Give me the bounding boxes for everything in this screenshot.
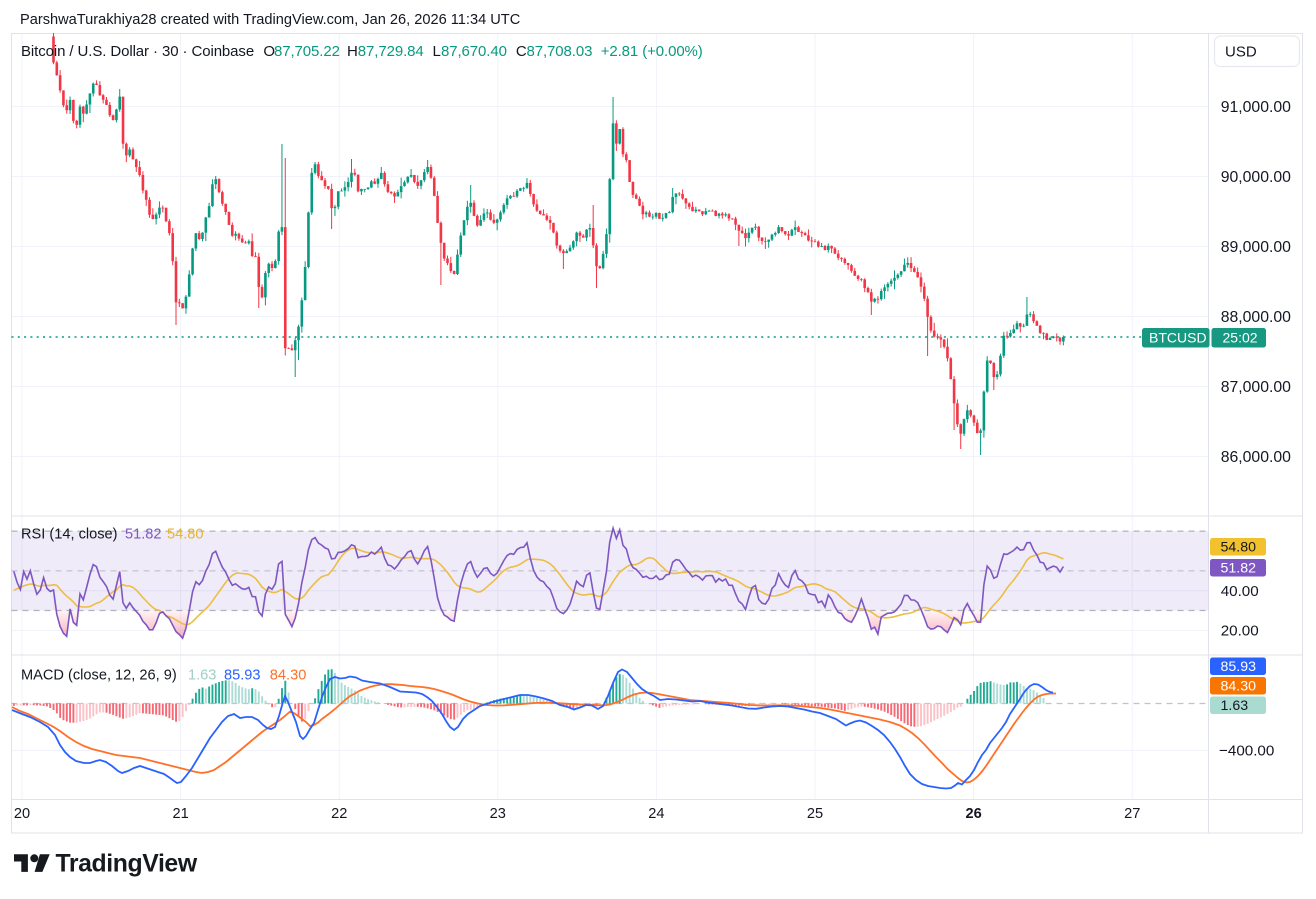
svg-text:BTCUSD: BTCUSD	[1149, 330, 1207, 346]
svg-text:25: 25	[807, 806, 823, 822]
svg-text:ParshwaTurakhiya28 created wit: ParshwaTurakhiya28 created with TradingV…	[20, 12, 520, 28]
svg-text:23: 23	[490, 806, 506, 822]
svg-text:85.93: 85.93	[224, 668, 261, 684]
svg-text:TradingView: TradingView	[56, 851, 198, 878]
svg-text:RSI (14, close): RSI (14, close)	[21, 527, 118, 543]
svg-text:84.30: 84.30	[1221, 679, 1257, 695]
svg-text:89,000.00: 89,000.00	[1221, 239, 1291, 256]
svg-text:L: L	[433, 43, 441, 60]
svg-text:1.63: 1.63	[1221, 698, 1249, 714]
svg-text:−400.00: −400.00	[1219, 743, 1274, 760]
svg-text:20: 20	[14, 806, 30, 822]
svg-text:C: C	[516, 43, 527, 60]
svg-text:21: 21	[172, 806, 188, 822]
svg-text:87,729.84: 87,729.84	[358, 43, 424, 60]
svg-text:87,670.40: 87,670.40	[441, 43, 507, 60]
svg-text:20.00: 20.00	[1221, 623, 1259, 640]
svg-text:MACD (close, 12, 26, 9): MACD (close, 12, 26, 9)	[21, 668, 177, 684]
svg-text:1.63: 1.63	[188, 668, 216, 684]
svg-text:87,705.22: 87,705.22	[274, 43, 340, 60]
svg-text:86,000.00: 86,000.00	[1221, 449, 1291, 466]
svg-text:40.00: 40.00	[1221, 583, 1259, 600]
svg-text:27: 27	[1124, 806, 1140, 822]
svg-text:54.80: 54.80	[1221, 540, 1257, 556]
svg-text:51.82: 51.82	[1221, 561, 1257, 577]
svg-text:+2.81 (+0.00%): +2.81 (+0.00%)	[601, 43, 703, 60]
svg-text:84.30: 84.30	[270, 668, 307, 684]
svg-text:51.82: 51.82	[125, 527, 162, 543]
svg-text:25:02: 25:02	[1223, 330, 1258, 346]
svg-text:87,000.00: 87,000.00	[1221, 379, 1291, 396]
svg-text:26: 26	[965, 806, 981, 822]
svg-text:H: H	[347, 43, 358, 60]
svg-text:22: 22	[331, 806, 347, 822]
svg-text:85.93: 85.93	[1221, 659, 1257, 675]
svg-text:87,708.03: 87,708.03	[527, 43, 593, 60]
svg-text:24: 24	[648, 806, 664, 822]
svg-text:90,000.00: 90,000.00	[1221, 169, 1291, 186]
svg-text:USD: USD	[1225, 44, 1257, 61]
svg-text:Bitcoin / U.S. Dollar · 30 · C: Bitcoin / U.S. Dollar · 30 · Coinbase	[21, 43, 254, 60]
svg-text:88,000.00: 88,000.00	[1221, 309, 1291, 326]
svg-text:91,000.00: 91,000.00	[1221, 99, 1291, 116]
svg-text:O: O	[263, 43, 275, 60]
svg-text:54.80: 54.80	[167, 527, 204, 543]
